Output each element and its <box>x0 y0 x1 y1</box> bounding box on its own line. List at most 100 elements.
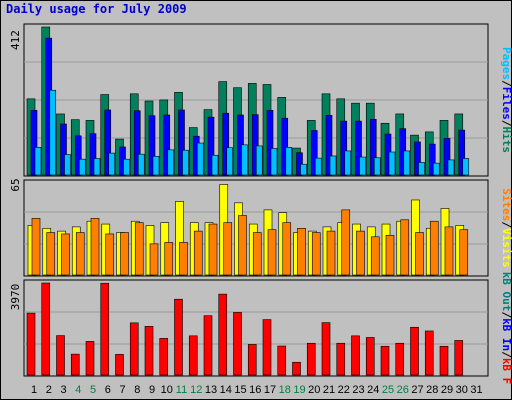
x-tick-label: 18 <box>279 384 291 396</box>
bottom-bar-kbf <box>218 293 228 376</box>
middle-bar-sites <box>267 229 277 276</box>
x-tick-label: 13 <box>205 384 217 396</box>
top-bar-pages <box>196 142 204 176</box>
top-bar-files <box>266 110 274 176</box>
top-bar-pages <box>359 156 366 176</box>
top-bar-pages <box>462 158 470 176</box>
top-bar-pages <box>329 155 337 176</box>
middle-legend: Sites/Visits <box>500 188 512 268</box>
top-bar-pages <box>108 152 116 176</box>
bottom-bar-kbf <box>454 340 464 376</box>
bottom-bar-kbf <box>395 342 405 376</box>
legend-separator: / <box>500 311 512 318</box>
x-tick-label: 19 <box>293 384 305 396</box>
x-tick-label: 9 <box>149 384 155 396</box>
middle-bar-sites <box>105 233 115 276</box>
legend-entry: Sites <box>500 188 512 221</box>
top-bar-pages <box>211 154 219 176</box>
x-tick-label: 30 <box>456 384 468 396</box>
middle-bar-sites <box>297 227 306 276</box>
bottom-bar-kbf <box>306 342 316 376</box>
bottom-bar-kbf <box>26 312 36 376</box>
legend-entry: Pages <box>500 47 512 80</box>
middle-bar-sites <box>46 232 56 276</box>
top-bar-files <box>296 152 303 176</box>
top-bar-files <box>104 109 112 176</box>
top-bar-pages <box>418 162 425 176</box>
middle-bar-sites <box>149 243 159 276</box>
top-bar-files <box>163 114 171 176</box>
bottom-bar-kbf <box>159 338 169 376</box>
bottom-bar-kbf <box>380 345 390 376</box>
top-bar-files <box>207 116 215 176</box>
x-tick-label: 31 <box>470 384 482 396</box>
bottom-bar-kbf <box>365 337 375 376</box>
x-tick-label: 15 <box>234 384 246 396</box>
middle-bar-sites <box>415 232 424 276</box>
top-bar-files <box>458 129 466 176</box>
bottom-bar-kbf <box>321 322 331 376</box>
top-bar-pages <box>403 150 411 176</box>
top-bar-files <box>222 112 230 176</box>
top-bar-files <box>414 141 421 176</box>
middle-bar-sites <box>326 230 336 276</box>
x-tick-label: 1 <box>31 384 37 396</box>
top-bar-pages <box>152 156 160 176</box>
legend-separator: / <box>500 221 512 228</box>
middle-bar-sites <box>238 215 247 276</box>
bottom-bar-kbf <box>247 344 257 376</box>
legend-entry: kB In <box>500 318 512 351</box>
x-tick-label: 10 <box>161 384 173 396</box>
middle-bar-sites <box>223 222 233 276</box>
middle-bar-sites <box>179 242 188 276</box>
top-bar-pages <box>64 154 71 176</box>
top-bar-pages <box>373 157 381 176</box>
bottom-bar-kbf <box>174 298 183 376</box>
middle-bar-sites <box>252 232 262 276</box>
legend-entry: kB F <box>500 358 512 385</box>
bottom-bar-kbf <box>262 319 272 376</box>
legend-separator: / <box>500 351 512 358</box>
middle-bar-sites <box>311 232 321 276</box>
top-bar-files <box>60 123 67 176</box>
legend-entry: Hits <box>500 127 512 154</box>
top-bar-pages <box>78 158 86 176</box>
x-tick-label: 26 <box>397 384 409 396</box>
x-tick-label: 4 <box>75 384 81 396</box>
middle-bar-sites <box>208 223 218 276</box>
top-bar-pages <box>226 147 234 176</box>
x-tick-label: 23 <box>352 384 364 396</box>
x-tick-label: 12 <box>190 384 202 396</box>
middle-bar-sites <box>341 209 351 276</box>
middle-bar-sites <box>459 229 469 276</box>
middle-bar-sites <box>31 218 41 276</box>
bottom-bar-kbf <box>144 326 154 376</box>
bottom-bar-kbf <box>292 361 301 376</box>
top-bar-pages <box>314 157 322 176</box>
bottom-bar-kbf <box>203 315 213 376</box>
top-ymax-label: 412 <box>9 30 22 50</box>
x-tick-label: 28 <box>426 384 438 396</box>
top-bar-pages <box>167 149 175 176</box>
bottom-bar-kbf <box>100 282 110 376</box>
x-tick-label: 11 <box>176 384 187 396</box>
bottom-bar-kbf <box>336 342 346 376</box>
legend-entry: Files <box>500 87 512 120</box>
top-bar-files <box>89 133 97 176</box>
x-tick-label: 20 <box>308 384 320 396</box>
legend-entry: kB Out <box>500 272 512 312</box>
middle-bar-sites <box>90 218 100 276</box>
x-tick-label: 16 <box>249 384 261 396</box>
bottom-bar-kbf <box>129 322 139 376</box>
bottom-legend: kB Out/kB In/kB F <box>500 272 512 385</box>
middle-bar-sites <box>400 219 410 276</box>
top-bar-pages <box>388 151 396 176</box>
middle-bar-sites <box>75 232 85 276</box>
bottom-bar-kbf <box>41 282 51 376</box>
top-bar-pages <box>123 158 130 176</box>
bottom-bar-kbf <box>56 335 65 376</box>
bottom-bar-kbf <box>85 341 95 376</box>
top-bar-pages <box>137 153 145 176</box>
middle-bar-sites <box>429 220 439 276</box>
